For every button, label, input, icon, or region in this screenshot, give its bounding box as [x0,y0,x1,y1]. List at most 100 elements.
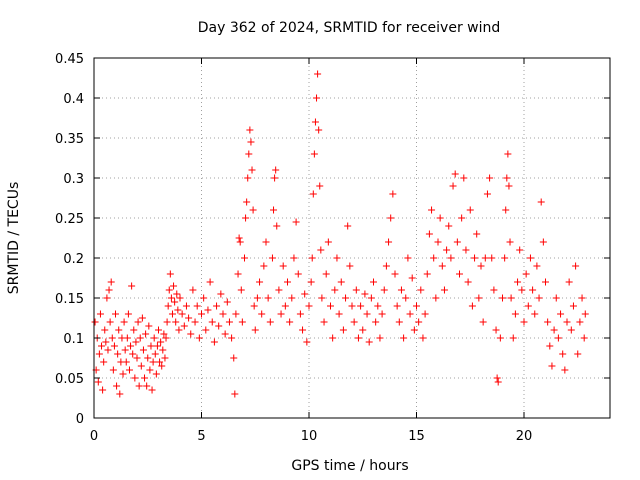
data-point [522,270,530,278]
data-point [415,318,423,326]
data-point [275,286,283,294]
data-point [374,302,382,310]
data-point [115,326,123,334]
y-axis-label: SRMTID / TECUs [6,182,22,295]
data-point [460,174,468,182]
data-point [324,238,332,246]
data-point [228,334,236,342]
data-point [124,310,132,318]
data-point [518,286,526,294]
data-point [456,270,463,278]
data-point [198,310,205,318]
data-point [493,374,501,382]
data-point [223,298,231,306]
data-point [157,338,165,346]
data-point [245,150,253,158]
data-point [535,294,543,302]
data-point [511,310,519,318]
data-point [163,318,171,326]
x-tick-label: 20 [516,429,533,444]
data-point [445,222,453,230]
y-tick-label: 0.2 [63,252,84,267]
data-point [425,230,433,238]
data-point [247,138,255,146]
data-point [576,318,584,326]
y-tick-label: 0.45 [55,52,84,67]
x-tick-label: 0 [90,429,98,444]
data-point [234,270,242,278]
data-point [313,94,321,102]
data-point [410,326,418,334]
data-point [432,294,440,302]
data-point [135,382,143,390]
data-point [507,294,515,302]
data-point [544,318,552,326]
data-point [569,302,577,310]
data-point [378,310,386,318]
data-point [322,270,330,278]
data-point [244,174,252,182]
data-point [143,382,151,390]
data-point [578,294,586,302]
plot-frame [93,57,611,419]
data-point [339,326,347,334]
data-point [202,326,210,334]
data-point [105,286,113,294]
data-point [309,190,317,198]
data-point [180,322,188,330]
data-point [242,214,250,222]
data-point [213,302,221,310]
data-point [307,278,315,286]
data-point [189,286,197,294]
data-point [120,318,128,326]
data-point [268,254,276,262]
data-point [210,338,218,346]
data-point [235,234,243,242]
data-point [150,334,158,342]
data-point [363,310,371,318]
data-point [98,342,106,350]
data-point [526,254,534,262]
data-point [529,286,537,294]
data-point [466,206,474,214]
data-point [96,310,104,318]
data-point [486,174,494,182]
data-point [237,286,245,294]
data-point [248,166,256,174]
data-point [327,302,334,310]
data-point [305,302,313,310]
data-point [346,262,354,270]
data-point [195,334,203,342]
data-point [393,302,401,310]
data-point [273,222,281,230]
data-point [395,318,403,326]
data-point [155,326,162,334]
data-point [176,294,184,302]
data-point [501,254,509,262]
axis-ticks: 0 0.05 0.1 0.15 0.2 0.25 0.3 0.35 0.4 0.45 0 5 10 15 2… [55,52,610,444]
data-point [232,310,240,318]
data-point [458,214,466,222]
y-tick-label: 0.25 [55,212,84,227]
data-point [320,318,328,326]
data-point [138,314,146,322]
data-point [168,310,176,318]
data-point [107,278,115,286]
data-point [376,334,384,342]
data-point [372,318,380,326]
data-point [440,286,448,294]
data-point [447,254,455,262]
data-point [329,334,337,342]
data-point [112,310,119,318]
data-point [572,262,580,270]
data-point [434,238,442,246]
data-point [272,166,280,174]
data-point [537,198,545,206]
data-point [206,278,214,286]
data-point [404,254,412,262]
data-point [106,318,114,326]
data-point [559,350,567,358]
chart-title: Day 362 of 2024, SRMTID for receiver win… [198,20,501,36]
data-point [128,282,136,290]
data-point [520,318,528,326]
